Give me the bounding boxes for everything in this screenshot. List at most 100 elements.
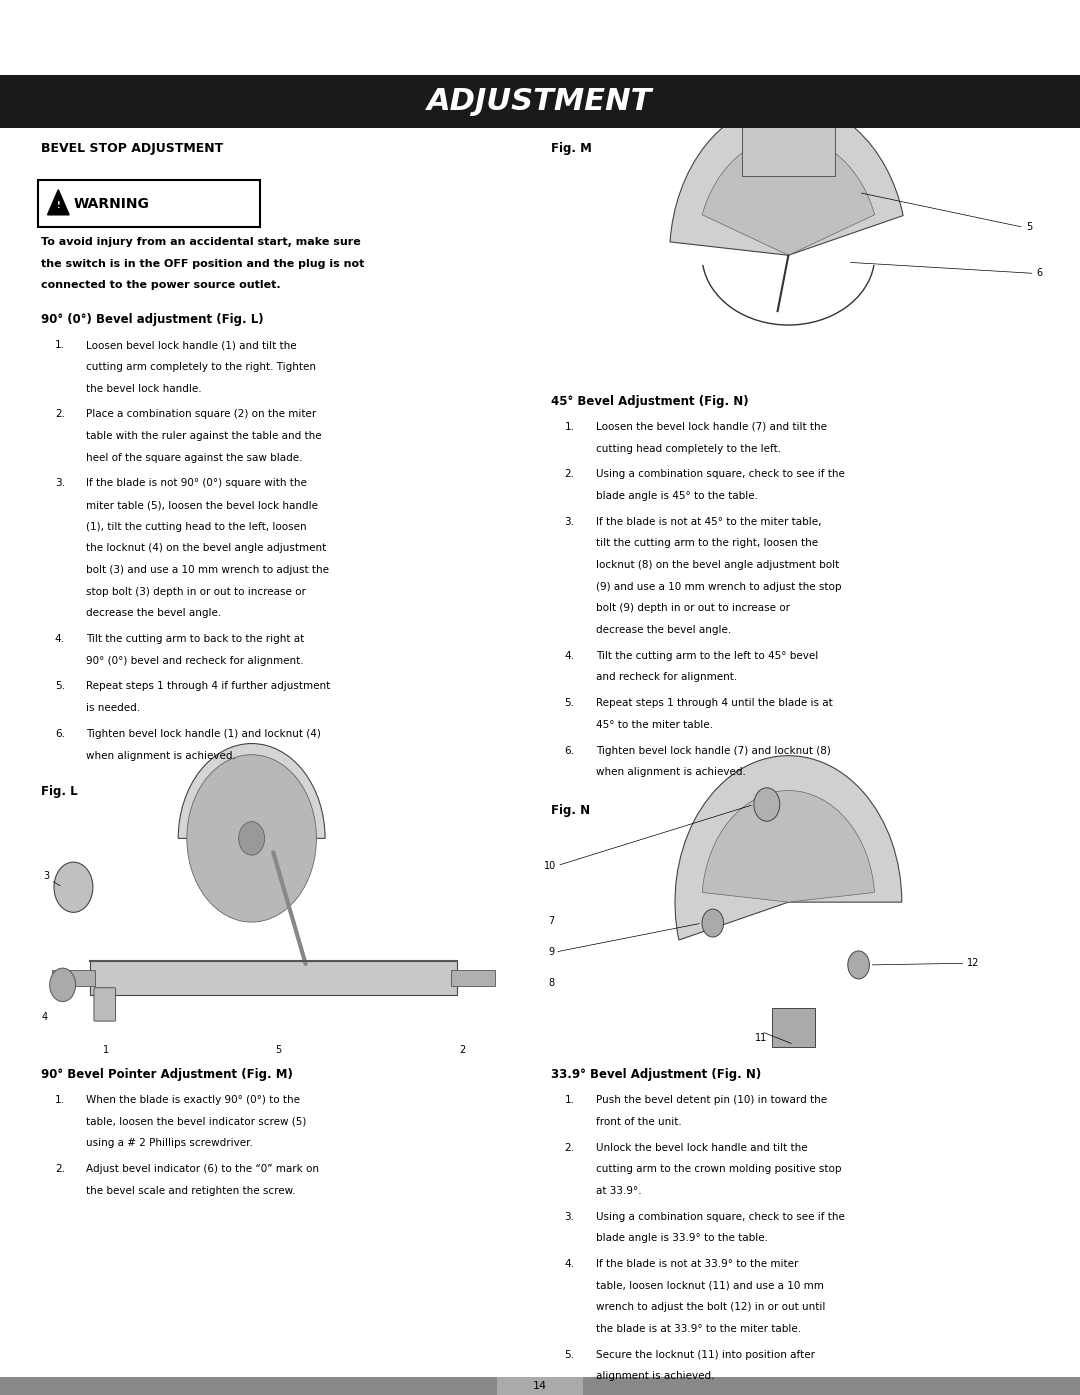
Text: 12: 12 bbox=[967, 958, 978, 968]
Text: 9: 9 bbox=[548, 947, 554, 957]
Circle shape bbox=[239, 822, 265, 855]
Text: 2.: 2. bbox=[55, 1165, 65, 1175]
Text: 90° (0°) Bevel adjustment (Fig. L): 90° (0°) Bevel adjustment (Fig. L) bbox=[41, 314, 264, 326]
Text: 3.: 3. bbox=[565, 518, 575, 527]
Text: connected to the power source outlet.: connected to the power source outlet. bbox=[41, 280, 281, 290]
Text: cutting head completely to the left.: cutting head completely to the left. bbox=[596, 444, 781, 453]
Text: front of the unit.: front of the unit. bbox=[596, 1117, 681, 1127]
Text: 7: 7 bbox=[548, 917, 554, 926]
Text: Using a combination square, check to see if the: Using a combination square, check to see… bbox=[596, 1212, 845, 1222]
Text: 5: 5 bbox=[275, 1045, 282, 1056]
Wedge shape bbox=[675, 756, 902, 940]
Text: 6.: 6. bbox=[55, 730, 65, 739]
Polygon shape bbox=[48, 190, 69, 215]
Text: ADJUSTMENT: ADJUSTMENT bbox=[428, 88, 652, 116]
Text: alignment is achieved.: alignment is achieved. bbox=[596, 1371, 715, 1381]
Text: (1), tilt the cutting head to the left, loosen: (1), tilt the cutting head to the left, … bbox=[86, 522, 307, 531]
Wedge shape bbox=[178, 744, 325, 838]
Text: is needed.: is needed. bbox=[86, 703, 140, 713]
Text: 1.: 1. bbox=[55, 1095, 65, 1105]
Text: 2.: 2. bbox=[565, 1143, 575, 1152]
Circle shape bbox=[54, 862, 93, 912]
Text: Tighten bevel lock handle (1) and locknut (4): Tighten bevel lock handle (1) and locknu… bbox=[86, 730, 321, 739]
Text: 8: 8 bbox=[548, 978, 554, 988]
Text: cutting arm to the crown molding positive stop: cutting arm to the crown molding positiv… bbox=[596, 1165, 841, 1175]
Text: !: ! bbox=[56, 201, 60, 209]
Text: blade angle is 45° to the table.: blade angle is 45° to the table. bbox=[596, 491, 758, 501]
FancyBboxPatch shape bbox=[94, 988, 116, 1021]
Text: Adjust bevel indicator (6) to the “0” mark on: Adjust bevel indicator (6) to the “0” ma… bbox=[86, 1165, 320, 1175]
Text: Tighten bevel lock handle (7) and locknut (8): Tighten bevel lock handle (7) and locknu… bbox=[596, 746, 831, 756]
Text: 3.: 3. bbox=[55, 478, 65, 488]
Text: 6.: 6. bbox=[565, 746, 575, 756]
Text: locknut (8) on the bevel angle adjustment bolt: locknut (8) on the bevel angle adjustmen… bbox=[596, 561, 839, 571]
Text: table, loosen locknut (11) and use a 10 mm: table, loosen locknut (11) and use a 10 … bbox=[596, 1281, 824, 1290]
Text: blade angle is 33.9° to the table.: blade angle is 33.9° to the table. bbox=[596, 1233, 768, 1243]
Text: bolt (9) depth in or out to increase or: bolt (9) depth in or out to increase or bbox=[596, 604, 791, 614]
Circle shape bbox=[754, 788, 780, 822]
Text: using a # 2 Phillips screwdriver.: using a # 2 Phillips screwdriver. bbox=[86, 1138, 254, 1148]
Text: Using a combination square, check to see if the: Using a combination square, check to see… bbox=[596, 470, 845, 480]
FancyBboxPatch shape bbox=[0, 1377, 497, 1395]
Text: 4.: 4. bbox=[565, 651, 575, 661]
Circle shape bbox=[187, 755, 316, 922]
Text: WARNING: WARNING bbox=[73, 197, 149, 211]
Text: Repeat steps 1 through 4 until the blade is at: Repeat steps 1 through 4 until the blade… bbox=[596, 699, 833, 709]
Text: the switch is in the OFF position and the plug is not: the switch is in the OFF position and th… bbox=[41, 259, 364, 269]
Text: 45° to the miter table.: 45° to the miter table. bbox=[596, 720, 713, 730]
FancyBboxPatch shape bbox=[742, 112, 835, 176]
Text: when alignment is achieved.: when alignment is achieved. bbox=[86, 751, 237, 760]
FancyBboxPatch shape bbox=[0, 1377, 1080, 1395]
Text: Fig. N: Fig. N bbox=[551, 805, 590, 817]
Text: the bevel lock handle.: the bevel lock handle. bbox=[86, 384, 202, 393]
Text: Tilt the cutting arm to the left to 45° bevel: Tilt the cutting arm to the left to 45° … bbox=[596, 651, 819, 661]
Text: To avoid injury from an accidental start, make sure: To avoid injury from an accidental start… bbox=[41, 237, 361, 247]
Text: Unlock the bevel lock handle and tilt the: Unlock the bevel lock handle and tilt th… bbox=[596, 1143, 808, 1152]
Text: When the blade is exactly 90° (0°) to the: When the blade is exactly 90° (0°) to th… bbox=[86, 1095, 300, 1105]
Text: 14: 14 bbox=[532, 1381, 548, 1391]
Text: table, loosen the bevel indicator screw (5): table, loosen the bevel indicator screw … bbox=[86, 1117, 307, 1127]
Text: 90° Bevel Pointer Adjustment (Fig. M): 90° Bevel Pointer Adjustment (Fig. M) bbox=[41, 1069, 293, 1081]
Text: BEVEL STOP ADJUSTMENT: BEVEL STOP ADJUSTMENT bbox=[41, 142, 224, 155]
Circle shape bbox=[50, 968, 76, 1002]
FancyBboxPatch shape bbox=[0, 75, 1080, 128]
Text: Loosen the bevel lock handle (7) and tilt the: Loosen the bevel lock handle (7) and til… bbox=[596, 423, 827, 432]
Text: 10: 10 bbox=[544, 861, 556, 870]
Text: stop bolt (3) depth in or out to increase or: stop bolt (3) depth in or out to increas… bbox=[86, 586, 307, 597]
Text: If the blade is not at 45° to the miter table,: If the blade is not at 45° to the miter … bbox=[596, 518, 822, 527]
Text: decrease the bevel angle.: decrease the bevel angle. bbox=[596, 625, 731, 635]
Text: If the blade is not at 33.9° to the miter: If the blade is not at 33.9° to the mite… bbox=[596, 1260, 798, 1269]
Text: the blade is at 33.9° to the miter table.: the blade is at 33.9° to the miter table… bbox=[596, 1324, 801, 1334]
Circle shape bbox=[702, 910, 724, 937]
Text: Tilt the cutting arm to back to the right at: Tilt the cutting arm to back to the righ… bbox=[86, 633, 305, 644]
Text: Fig. L: Fig. L bbox=[41, 784, 78, 798]
Text: 6: 6 bbox=[1037, 268, 1043, 279]
Text: decrease the bevel angle.: decrease the bevel angle. bbox=[86, 608, 221, 618]
FancyBboxPatch shape bbox=[583, 1377, 1080, 1395]
Text: cutting arm completely to the right. Tighten: cutting arm completely to the right. Tig… bbox=[86, 361, 316, 372]
Text: 3.: 3. bbox=[565, 1212, 575, 1222]
Text: 1: 1 bbox=[103, 1045, 109, 1056]
Text: 5.: 5. bbox=[565, 1350, 575, 1360]
Text: 2.: 2. bbox=[565, 470, 575, 480]
Text: Secure the locknut (11) into position after: Secure the locknut (11) into position af… bbox=[596, 1350, 815, 1360]
Text: 5.: 5. bbox=[565, 699, 575, 709]
Text: (9) and use a 10 mm wrench to adjust the stop: (9) and use a 10 mm wrench to adjust the… bbox=[596, 582, 841, 591]
Text: tilt the cutting arm to the right, loosen the: tilt the cutting arm to the right, loose… bbox=[596, 538, 819, 548]
Text: 4.: 4. bbox=[55, 633, 65, 644]
Text: at 33.9°.: at 33.9°. bbox=[596, 1186, 642, 1196]
Text: 2: 2 bbox=[459, 1045, 465, 1056]
FancyBboxPatch shape bbox=[52, 970, 95, 986]
Text: the locknut (4) on the bevel angle adjustment: the locknut (4) on the bevel angle adjus… bbox=[86, 543, 326, 554]
Text: miter table (5), loosen the bevel lock handle: miter table (5), loosen the bevel lock h… bbox=[86, 499, 319, 511]
Text: 2.: 2. bbox=[55, 410, 65, 420]
Text: 1.: 1. bbox=[565, 1095, 575, 1105]
Wedge shape bbox=[702, 791, 875, 903]
Text: 4: 4 bbox=[41, 1011, 48, 1023]
Wedge shape bbox=[670, 102, 903, 255]
Text: 45° Bevel Adjustment (Fig. N): 45° Bevel Adjustment (Fig. N) bbox=[551, 395, 748, 407]
FancyBboxPatch shape bbox=[90, 961, 457, 995]
Text: If the blade is not 90° (0°) square with the: If the blade is not 90° (0°) square with… bbox=[86, 478, 308, 488]
Text: table with the ruler against the table and the: table with the ruler against the table a… bbox=[86, 431, 322, 441]
Text: 90° (0°) bevel and recheck for alignment.: 90° (0°) bevel and recheck for alignment… bbox=[86, 656, 305, 665]
